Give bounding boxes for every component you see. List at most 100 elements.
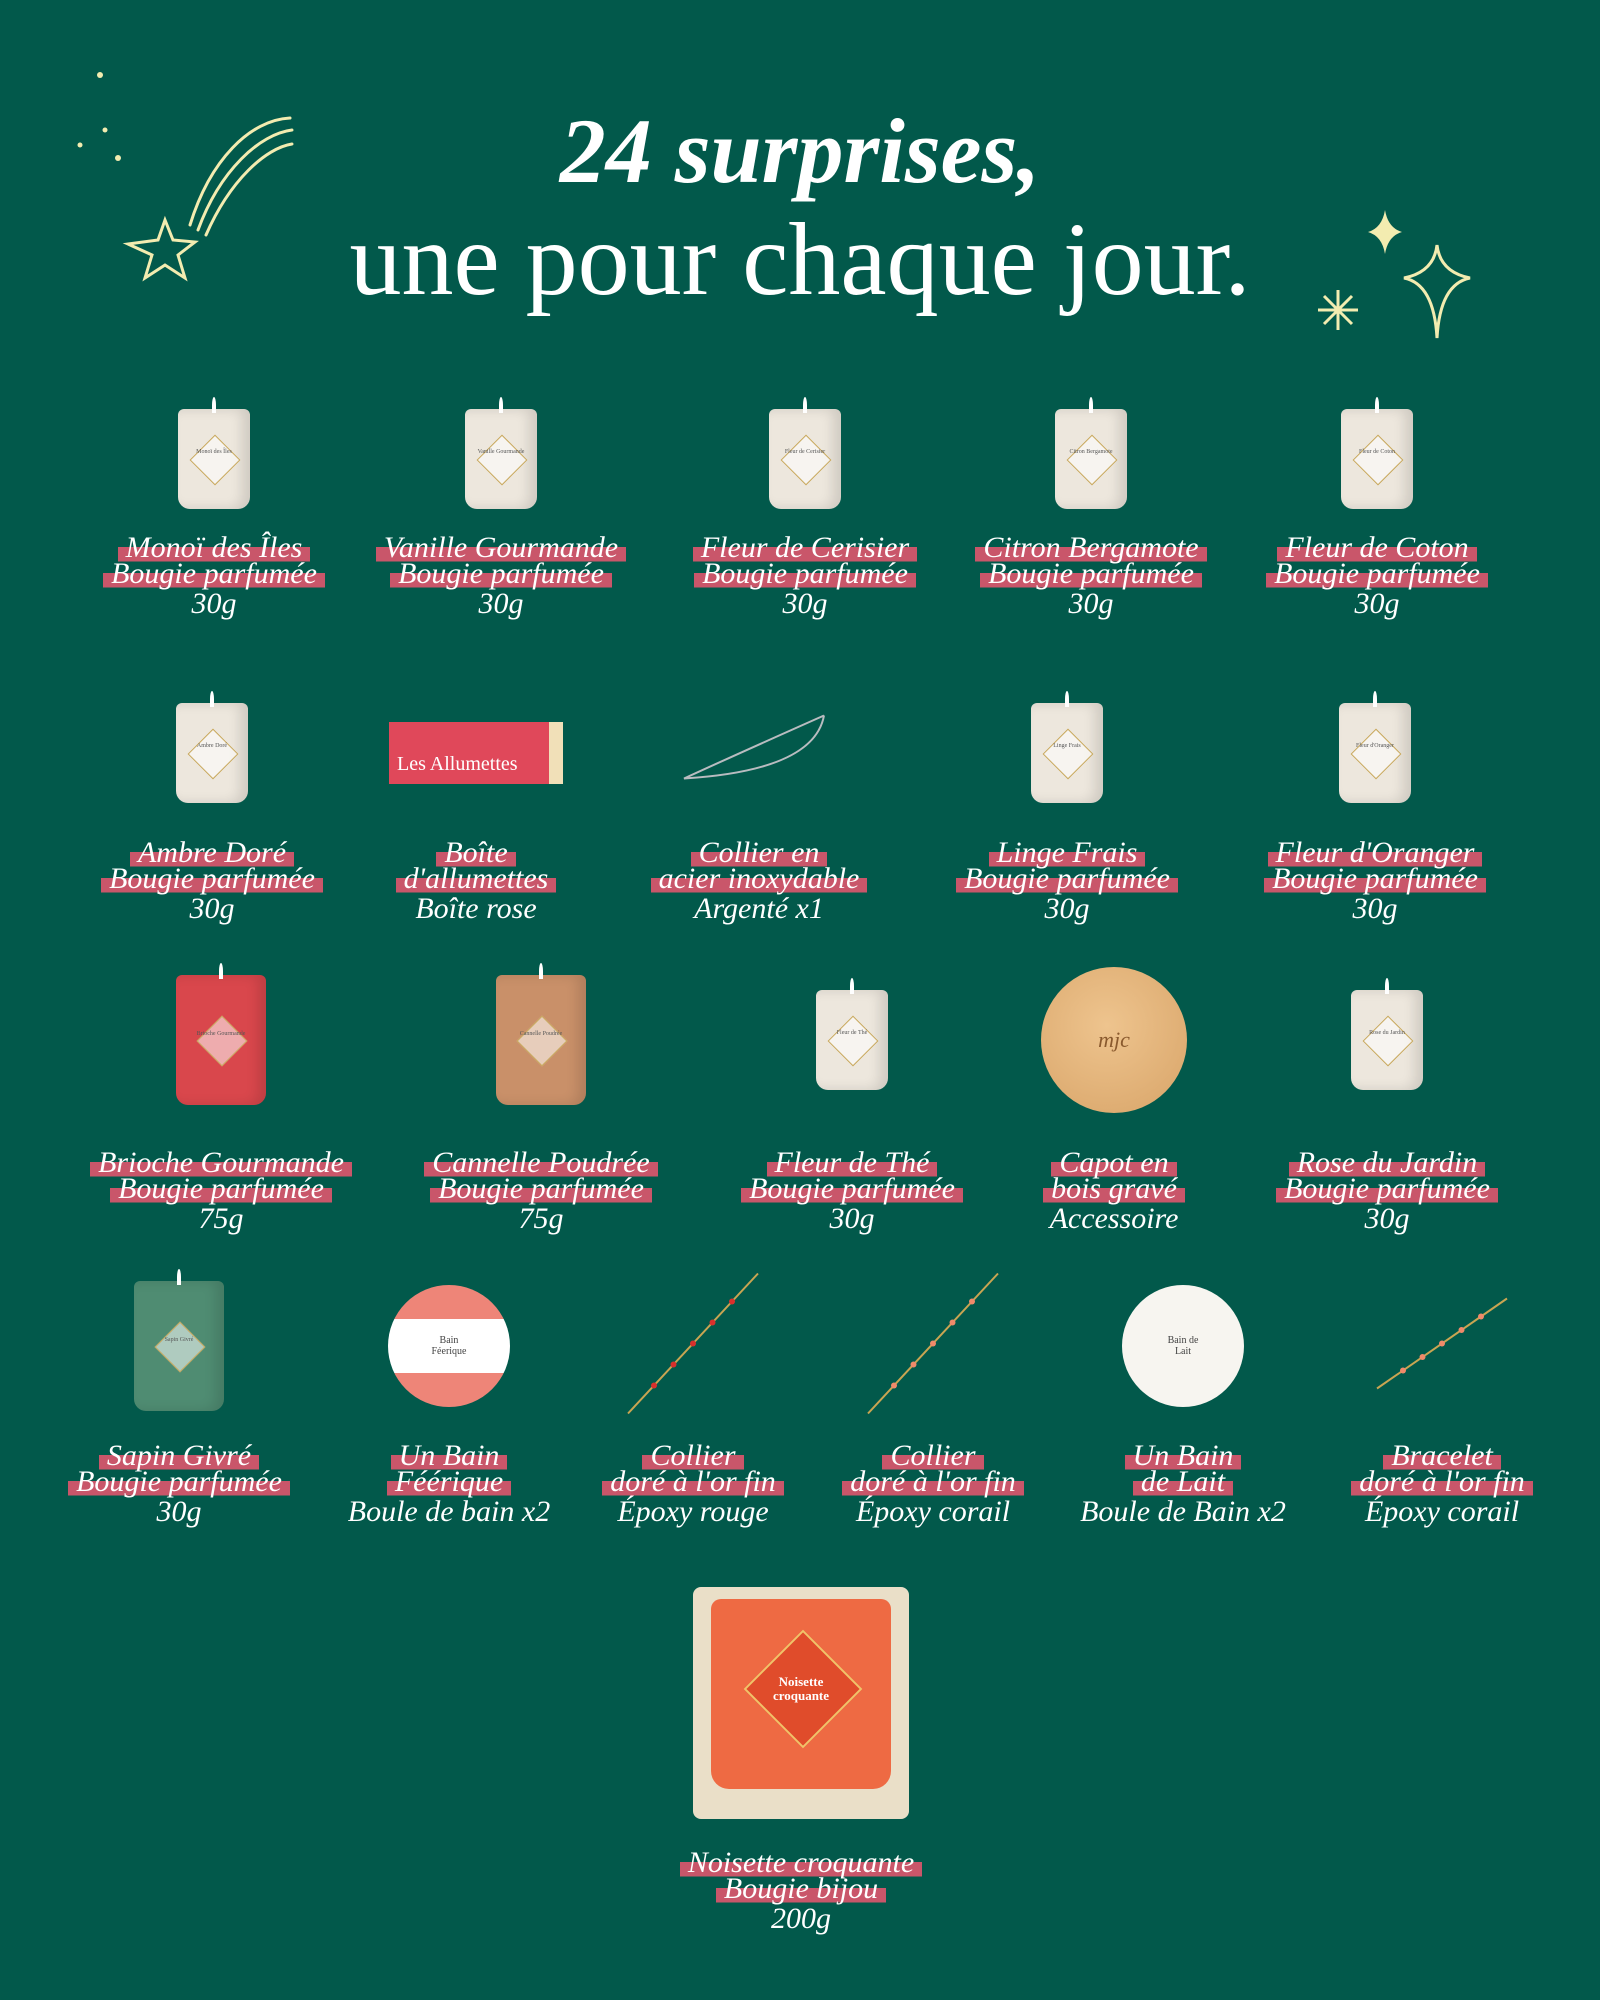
product-detail: 30g — [1237, 1204, 1537, 1234]
label-text: Bougie parfumée — [430, 1172, 652, 1205]
headline: 24 surprises, — [559, 100, 1041, 202]
product-type: bois gravé — [964, 1172, 1264, 1205]
product-type: Bougie parfumée — [71, 1172, 371, 1205]
label-text: Argenté x1 — [694, 892, 824, 925]
label-text: Boîte rose — [415, 892, 537, 925]
product-label: Linge Frais Bougie parfumée 30g — [917, 836, 1217, 924]
product-label: Fleur de Coton Bougie parfumée 30g — [1227, 531, 1527, 620]
pink-bath-ball-icon: Bain Féerique — [388, 1285, 510, 1407]
product-type: Bougie parfumée — [29, 1465, 329, 1498]
label-text: de Lait — [1132, 1465, 1234, 1498]
product-detail: 30g — [917, 894, 1217, 924]
label-text: Bougie parfumée — [68, 1465, 290, 1498]
label-text: Bougie parfumée — [980, 557, 1202, 590]
label-text: 200g — [771, 1902, 831, 1935]
white-candle-icon: Ambre Doré — [176, 691, 248, 803]
label-text: Bougie parfumée — [694, 557, 916, 590]
label-text: doré à l'or fin — [842, 1465, 1024, 1498]
product-type: Bougie parfumée — [1237, 1172, 1537, 1205]
jewel-candle-icon: Noisette croquante — [693, 1587, 909, 1819]
product-type: d'allumettes — [326, 862, 626, 895]
green-candle-icon: Sapin Givré — [134, 1269, 224, 1411]
label-text: Époxy rouge — [617, 1495, 769, 1528]
label-text: Boule de bain x2 — [347, 1495, 551, 1528]
product-detail: 30g — [941, 589, 1241, 619]
label-text: 30g — [1068, 587, 1114, 620]
product-type: acier inoxydable — [609, 862, 909, 895]
product-label: Bracelet doré à l'or fin Époxy corail — [1292, 1439, 1592, 1527]
matchbox-icon: Les Allumettes — [389, 722, 563, 784]
product-detail: Boîte rose — [326, 894, 626, 924]
product-label: Brioche Gourmande Bougie parfumée 75g — [71, 1146, 371, 1234]
label-text: 75g — [518, 1202, 564, 1235]
label-text: 30g — [1354, 587, 1400, 620]
necklace-silver-icon — [674, 711, 844, 796]
label-text: d'allumettes — [395, 862, 557, 895]
product-type: doré à l'or fin — [1292, 1465, 1592, 1498]
white-bath-ball-icon: Bain de Lait — [1122, 1285, 1244, 1407]
label-text: 30g — [1044, 892, 1090, 925]
product-type: Bougie parfumée — [62, 862, 362, 895]
label-text: Époxy corail — [855, 1495, 1011, 1528]
label-text: Bougie parfumée — [390, 557, 612, 590]
label-text: Époxy corail — [1364, 1495, 1520, 1528]
label-text: 30g — [1364, 1202, 1410, 1235]
product-label: Cannelle Poudrée Bougie parfumée 75g — [391, 1146, 691, 1235]
label-text: bois gravé — [1043, 1172, 1185, 1205]
product-type: Bougie parfumée — [1225, 862, 1525, 895]
product-detail: Époxy corail — [1292, 1497, 1592, 1527]
product-type: doré à l'or fin — [783, 1465, 1083, 1498]
label-text: 75g — [198, 1202, 244, 1235]
bracelet-coral-icon — [1367, 1269, 1517, 1424]
product-type: Bougie parfumée — [1227, 557, 1527, 590]
label-text: 30g — [478, 587, 524, 620]
white-candle-icon: Fleur d'Oranger — [1339, 691, 1411, 803]
white-candle-icon: Fleur de Thé — [816, 978, 888, 1090]
white-candle-icon: Fleur de Coton — [1341, 397, 1413, 509]
product-type: Bougie bijou — [651, 1872, 951, 1905]
product-label: Noisette croquante Bougie bijou 200g — [651, 1846, 951, 1934]
product-label: Ambre Doré Bougie parfumée 30g — [62, 836, 362, 925]
label-text: 30g — [829, 1202, 875, 1235]
tan-candle-icon: Cannelle Poudrée — [496, 963, 586, 1105]
label-text: acier inoxydable — [650, 862, 868, 895]
product-label: Fleur de Cerisier Bougie parfumée 30g — [655, 531, 955, 619]
product-label: Monoï des Îles Bougie parfumée 30g — [64, 531, 364, 619]
label-text: doré à l'or fin — [602, 1465, 784, 1498]
product-label: Fleur de Thé Bougie parfumée 30g — [702, 1146, 1002, 1234]
label-text: 30g — [189, 892, 235, 925]
label-text: Bougie bijou — [715, 1872, 887, 1905]
product-type: Bougie parfumée — [351, 557, 651, 590]
label-text: Accessoire — [1049, 1202, 1179, 1235]
label-text: Bougie parfumée — [1276, 1172, 1498, 1205]
product-detail: 30g — [64, 589, 364, 619]
product-detail: 30g — [655, 589, 955, 619]
product-detail: Boule de bain x2 — [299, 1497, 599, 1527]
subheadline: une pour chaque jour. — [349, 202, 1251, 317]
product-detail: 75g — [71, 1204, 371, 1234]
product-label: Collier doré à l'or fin Époxy rouge — [543, 1439, 843, 1528]
product-detail: 30g — [702, 1204, 1002, 1234]
white-candle-icon: Vanille Gourmande — [465, 397, 537, 509]
wood-lid-icon: mjc — [1041, 967, 1187, 1113]
product-type: Bougie parfumée — [917, 862, 1217, 895]
product-type: Bougie parfumée — [702, 1172, 1002, 1205]
product-detail: Boule de Bain x2 — [1033, 1497, 1333, 1527]
product-type: doré à l'or fin — [543, 1465, 843, 1498]
label-text: 30g — [156, 1495, 202, 1528]
product-type: Bougie parfumée — [941, 557, 1241, 590]
red-candle-icon: Brioche Gourmande — [176, 963, 266, 1105]
white-candle-icon: Fleur de Cerisier — [769, 397, 841, 509]
product-type: de Lait — [1033, 1465, 1333, 1498]
product-type: Féérique — [299, 1465, 599, 1498]
sparkles-icon — [1318, 210, 1471, 339]
label-text: 30g — [1352, 892, 1398, 925]
label-text: Féérique — [386, 1465, 512, 1498]
label-text: 30g — [782, 587, 828, 620]
product-detail: 200g — [651, 1904, 951, 1934]
product-label: Collier en acier inoxydable Argenté x1 — [609, 836, 909, 925]
white-candle-icon: Linge Frais — [1031, 691, 1103, 803]
label-text: doré à l'or fin — [1351, 1465, 1533, 1498]
product-label: Un Bain Féérique Boule de bain x2 — [299, 1439, 599, 1527]
product-label: Boîte d'allumettes Boîte rose — [326, 836, 626, 924]
